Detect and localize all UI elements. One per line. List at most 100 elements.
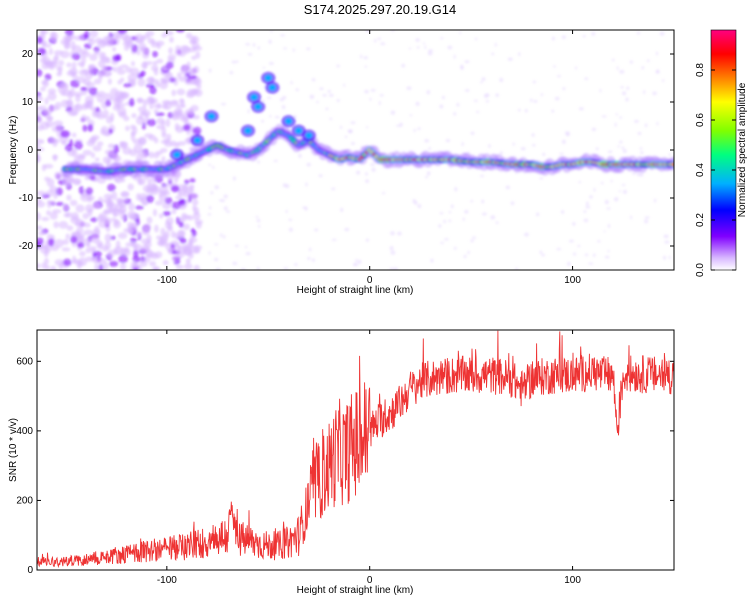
noise-blob xyxy=(533,100,538,103)
noise-blob xyxy=(165,61,174,69)
noise-blob xyxy=(144,113,150,119)
noise-blob xyxy=(54,259,65,266)
noise-blob xyxy=(622,148,627,154)
noise-blob xyxy=(390,231,395,236)
noise-blob xyxy=(37,153,40,163)
noise-blob xyxy=(90,235,100,244)
noise-blob xyxy=(193,264,200,270)
feature-blob xyxy=(268,84,276,91)
noise-blob xyxy=(69,199,78,206)
feature-blob xyxy=(254,103,262,110)
noise-blob xyxy=(89,106,97,111)
noise-blob xyxy=(82,212,90,220)
noise-blob xyxy=(85,82,96,87)
noise-blob xyxy=(161,32,167,38)
spectrogram-image xyxy=(37,30,674,270)
noise-blob xyxy=(656,69,660,73)
noise-blob xyxy=(166,133,172,141)
noise-blob xyxy=(631,171,637,175)
noise-blob xyxy=(76,76,87,83)
noise-blob xyxy=(524,232,529,237)
noise-blob xyxy=(128,97,135,107)
noise-blob xyxy=(162,79,171,84)
noise-blob xyxy=(408,47,412,50)
noise-blob xyxy=(145,83,155,88)
noise-blob xyxy=(643,90,646,95)
noise-blob xyxy=(71,132,77,138)
noise-blob xyxy=(165,197,173,204)
noise-blob xyxy=(134,205,144,210)
noise-blob xyxy=(37,106,43,111)
noise-blob xyxy=(365,126,369,129)
noise-blob xyxy=(290,80,293,85)
noise-blob xyxy=(132,126,138,135)
noise-blob xyxy=(524,108,528,113)
noise-blob xyxy=(37,47,46,56)
noise-blob xyxy=(390,250,396,255)
noise-blob xyxy=(133,261,138,269)
noise-blob xyxy=(183,263,193,270)
noise-blob xyxy=(78,185,84,195)
noise-blob xyxy=(397,231,402,236)
noise-blob xyxy=(174,107,182,115)
noise-blob xyxy=(181,185,189,193)
noise-blob xyxy=(661,79,665,83)
noise-blob xyxy=(66,225,74,231)
noise-blob xyxy=(116,209,127,214)
noise-blob xyxy=(464,209,469,214)
noise-blob xyxy=(102,130,110,136)
noise-blob xyxy=(462,217,465,222)
noise-blob xyxy=(92,145,102,152)
noise-blob xyxy=(510,201,515,206)
noise-blob xyxy=(79,48,88,55)
spectrogram-x-label: Height of straight line (km) xyxy=(297,285,414,296)
noise-blob xyxy=(142,50,150,59)
noise-blob xyxy=(355,258,358,263)
noise-blob xyxy=(292,48,295,53)
noise-blob xyxy=(41,262,47,269)
noise-blob xyxy=(328,93,334,97)
noise-blob xyxy=(481,77,486,81)
noise-blob xyxy=(428,49,434,52)
noise-blob xyxy=(214,243,219,246)
noise-blob xyxy=(347,129,353,133)
noise-blob xyxy=(177,141,187,146)
noise-blob xyxy=(175,195,183,200)
noise-blob xyxy=(247,109,250,114)
noise-blob xyxy=(189,178,196,183)
noise-blob xyxy=(517,108,521,112)
noise-blob xyxy=(111,191,118,201)
noise-blob xyxy=(69,87,76,97)
noise-blob xyxy=(567,261,571,267)
noise-blob xyxy=(164,230,170,238)
noise-blob xyxy=(319,87,324,91)
noise-blob xyxy=(409,114,413,117)
noise-blob xyxy=(185,258,191,265)
noise-blob xyxy=(470,131,475,135)
noise-blob xyxy=(655,51,659,56)
noise-blob xyxy=(625,97,629,102)
noise-blob xyxy=(415,38,420,42)
noise-blob xyxy=(308,247,312,252)
noise-blob xyxy=(613,197,619,202)
noise-blob xyxy=(182,124,191,131)
noise-blob xyxy=(331,187,336,191)
noise-blob xyxy=(139,260,148,267)
noise-blob xyxy=(187,75,197,80)
noise-blob xyxy=(105,99,112,107)
noise-blob xyxy=(161,132,168,139)
noise-blob xyxy=(161,100,172,105)
noise-blob xyxy=(174,122,180,131)
noise-blob xyxy=(370,163,376,167)
snr-y-label: SNR (10 * v/v) xyxy=(8,418,19,482)
noise-blob xyxy=(181,46,191,55)
noise-blob xyxy=(130,60,136,67)
noise-blob xyxy=(41,216,50,222)
noise-blob xyxy=(283,47,288,50)
noise-blob xyxy=(425,175,428,179)
noise-blob xyxy=(140,244,150,252)
noise-blob xyxy=(119,263,127,270)
noise-blob xyxy=(160,120,166,127)
noise-blob xyxy=(331,238,337,241)
